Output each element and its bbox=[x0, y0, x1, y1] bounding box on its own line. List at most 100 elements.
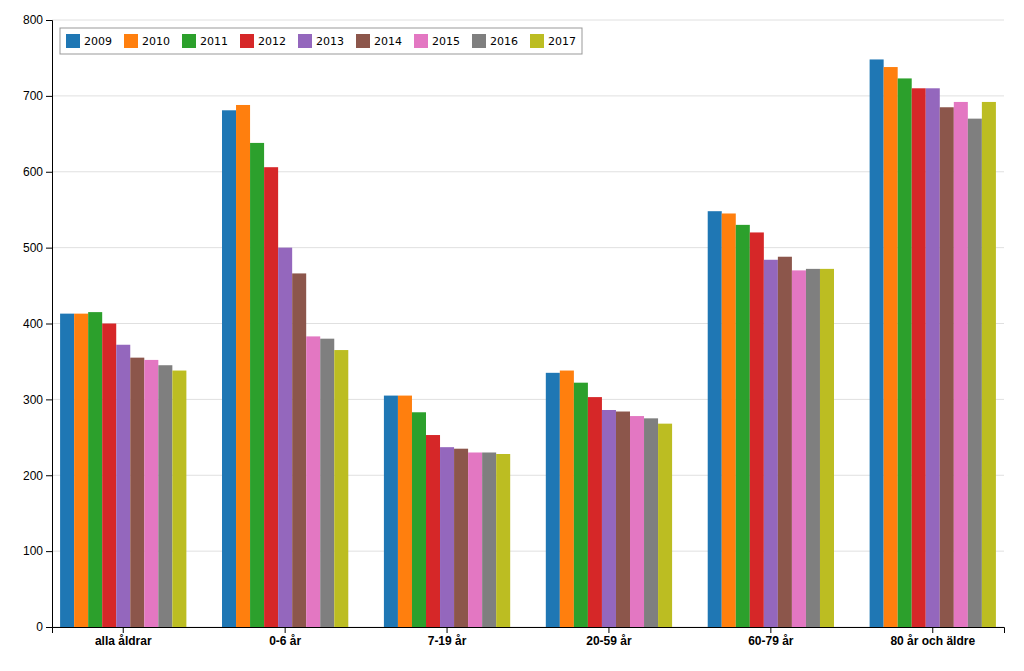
bar bbox=[588, 397, 602, 627]
x-tick: 60-79 år bbox=[748, 627, 794, 648]
x-axis: alla åldrar0-6 år7-19 år20-59 år60-79 år… bbox=[53, 627, 1005, 648]
x-tick: 0-6 år bbox=[269, 627, 301, 648]
bar bbox=[954, 102, 968, 627]
bar bbox=[88, 312, 102, 627]
y-tick-mark bbox=[46, 248, 52, 249]
legend-label: 2011 bbox=[200, 35, 228, 48]
legend-item: 2013 bbox=[298, 34, 344, 48]
bar bbox=[74, 314, 88, 627]
bar bbox=[144, 360, 158, 627]
legend-label: 2009 bbox=[84, 35, 112, 48]
legend-swatch bbox=[530, 34, 544, 48]
legend-item: 2010 bbox=[124, 34, 170, 48]
bar bbox=[292, 273, 306, 627]
grid-line bbox=[52, 399, 1004, 400]
grid-line bbox=[52, 247, 1004, 248]
bar bbox=[926, 88, 940, 627]
y-tick: 700 bbox=[23, 89, 52, 103]
bar bbox=[750, 232, 764, 627]
x-tick: 20-59 år bbox=[586, 627, 632, 648]
y-tick-mark bbox=[46, 475, 52, 476]
bar bbox=[468, 452, 482, 627]
legend-item: 2014 bbox=[356, 34, 402, 48]
bar bbox=[398, 396, 412, 627]
y-tick: 0 bbox=[36, 620, 52, 634]
y-axis: 0100200300400500600700800 bbox=[23, 13, 53, 634]
x-tick: 80 år och äldre bbox=[890, 627, 975, 648]
x-tick-mark bbox=[285, 627, 286, 633]
bar bbox=[412, 412, 426, 627]
y-axis-line bbox=[46, 21, 53, 628]
legend-swatch bbox=[472, 34, 486, 48]
bar bbox=[940, 107, 954, 627]
y-tick-label: 600 bbox=[23, 165, 43, 179]
grid bbox=[52, 20, 1004, 627]
legend-label: 2016 bbox=[490, 35, 518, 48]
bar bbox=[602, 410, 616, 627]
y-tick-mark bbox=[46, 399, 52, 400]
bar bbox=[222, 110, 236, 627]
bar bbox=[172, 371, 186, 627]
bar bbox=[250, 143, 264, 627]
bar-series bbox=[172, 102, 996, 627]
bar-series bbox=[116, 88, 940, 627]
y-tick-label: 100 bbox=[23, 544, 43, 558]
y-tick: 300 bbox=[23, 393, 52, 407]
legend-swatch bbox=[66, 34, 80, 48]
bar-series bbox=[60, 59, 884, 627]
y-tick-mark bbox=[46, 20, 52, 21]
bar bbox=[574, 383, 588, 627]
bar-series bbox=[130, 107, 954, 627]
bar-series bbox=[102, 88, 926, 627]
x-tick-label: 7-19 år bbox=[428, 634, 467, 648]
bar bbox=[806, 269, 820, 627]
y-tick: 200 bbox=[23, 469, 52, 483]
bar bbox=[708, 211, 722, 627]
bar bbox=[158, 365, 172, 627]
bar bbox=[736, 225, 750, 627]
legend-label: 2014 bbox=[374, 35, 402, 48]
bar bbox=[546, 373, 560, 627]
grid-line bbox=[52, 20, 1004, 21]
bar bbox=[454, 449, 468, 627]
legend-item: 2017 bbox=[530, 34, 576, 48]
y-tick-label: 200 bbox=[23, 469, 43, 483]
bar bbox=[898, 78, 912, 627]
chart: 0100200300400500600700800alla åldrar0-6 … bbox=[0, 0, 1024, 671]
bar-series bbox=[74, 67, 898, 627]
y-tick-mark bbox=[46, 627, 52, 628]
y-tick-label: 700 bbox=[23, 89, 43, 103]
legend-item: 2016 bbox=[472, 34, 518, 48]
legend-swatch bbox=[414, 34, 428, 48]
bar-series bbox=[88, 78, 912, 627]
legend-item: 2009 bbox=[66, 34, 112, 48]
bar bbox=[658, 424, 672, 627]
legend-swatch bbox=[240, 34, 254, 48]
plot-area: 0100200300400500600700800alla åldrar0-6 … bbox=[23, 13, 1005, 647]
legend: 2009 2010 2011 2012 2013 2014 2015 2016 2017 bbox=[60, 28, 582, 54]
bar bbox=[884, 67, 898, 627]
bar bbox=[792, 270, 806, 627]
grid-line bbox=[52, 171, 1004, 172]
y-tick-mark bbox=[46, 324, 52, 325]
y-tick-label: 500 bbox=[23, 241, 43, 255]
x-tick-label: 60-79 år bbox=[748, 634, 794, 648]
bar bbox=[264, 167, 278, 627]
y-tick: 500 bbox=[23, 241, 52, 255]
legend-label: 2017 bbox=[548, 35, 576, 48]
bar bbox=[426, 435, 440, 627]
bar bbox=[722, 213, 736, 627]
y-tick-label: 800 bbox=[23, 13, 43, 27]
x-tick-label: 20-59 år bbox=[586, 634, 632, 648]
bar bbox=[306, 336, 320, 627]
grid-line bbox=[52, 95, 1004, 96]
legend-item: 2015 bbox=[414, 34, 460, 48]
bar bbox=[482, 452, 496, 627]
legend-item: 2012 bbox=[240, 34, 286, 48]
bar bbox=[278, 248, 292, 627]
bar bbox=[440, 447, 454, 627]
bar bbox=[616, 412, 630, 627]
bar bbox=[630, 416, 644, 627]
bar bbox=[764, 260, 778, 627]
bar bbox=[320, 339, 334, 627]
